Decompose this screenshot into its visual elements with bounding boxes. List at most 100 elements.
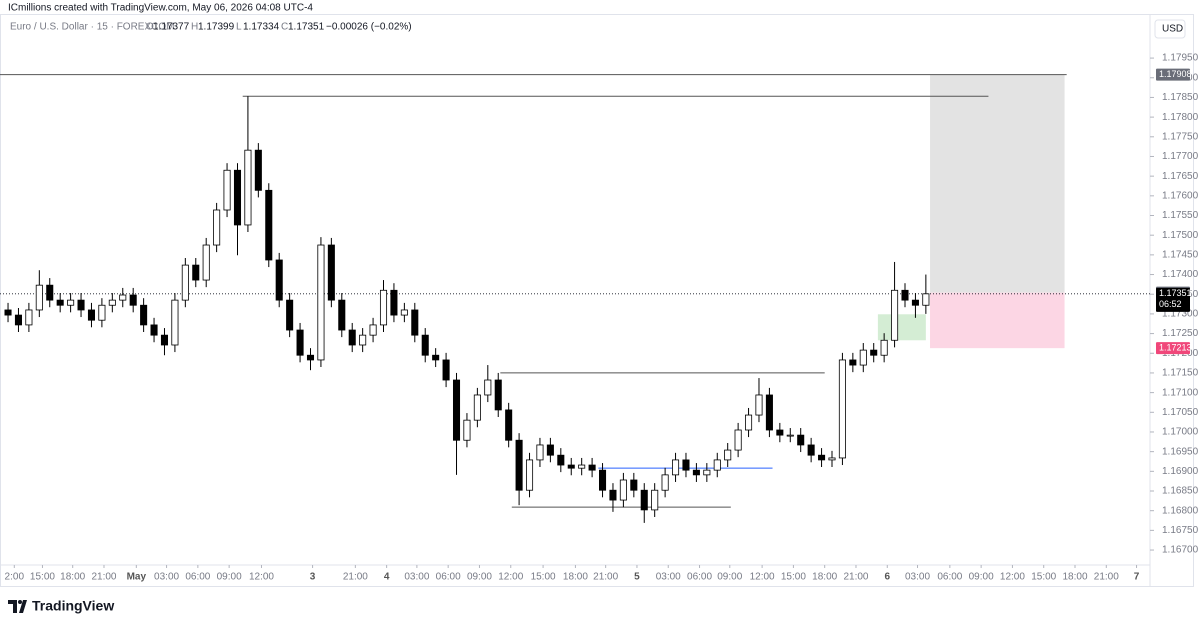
legend-value: 1.17351 bbox=[288, 22, 325, 33]
candle-body bbox=[87, 309, 95, 321]
candle-body bbox=[160, 334, 169, 346]
y-tick-label: 1.17400 bbox=[1162, 269, 1199, 280]
candle-body bbox=[536, 444, 544, 461]
chart-frame bbox=[0, 14, 1194, 587]
loss-zone bbox=[930, 292, 1065, 349]
candle-body bbox=[891, 289, 899, 341]
y-tick-label: 1.16750 bbox=[1162, 525, 1199, 536]
y-tick-label: 1.16900 bbox=[1162, 466, 1199, 477]
candle-body bbox=[223, 169, 231, 211]
candle-body bbox=[369, 324, 377, 336]
x-tick-label: 12:00 bbox=[498, 572, 523, 583]
candle-body bbox=[880, 339, 888, 356]
candle-body bbox=[359, 334, 367, 346]
candle-body bbox=[108, 299, 116, 306]
candle-body bbox=[901, 289, 909, 301]
candle-body bbox=[911, 299, 919, 306]
candle-body bbox=[244, 149, 252, 226]
x-tick-label: May bbox=[127, 572, 147, 583]
x-tick-label: 15:00 bbox=[1031, 572, 1056, 583]
candle-body bbox=[338, 299, 346, 331]
brand: TradingView bbox=[32, 598, 114, 614]
x-tick-label: 15:00 bbox=[531, 572, 556, 583]
header: ICmillions created with TradingView.com,… bbox=[8, 3, 313, 14]
legend-value: 1.17399 bbox=[198, 22, 235, 33]
candle-body bbox=[734, 429, 742, 451]
candle-body bbox=[129, 294, 137, 306]
legend-label: H bbox=[191, 22, 198, 33]
x-tick-label: 21:00 bbox=[343, 572, 368, 583]
candle-body bbox=[286, 299, 294, 331]
x-tick-label: 06:00 bbox=[185, 572, 210, 583]
price-tag-countdown: 06:52 bbox=[1159, 299, 1182, 309]
x-tick-label: 18:00 bbox=[1062, 572, 1087, 583]
x-tick-label: 09:00 bbox=[217, 572, 242, 583]
candle-body bbox=[432, 354, 440, 361]
candle-body bbox=[588, 464, 596, 471]
x-tick-label: 06:00 bbox=[937, 572, 962, 583]
candle-body bbox=[473, 394, 481, 421]
candle-body bbox=[379, 289, 388, 326]
candle-body bbox=[35, 284, 43, 311]
candle-body bbox=[494, 379, 502, 411]
candle-body bbox=[213, 209, 221, 246]
candle-body bbox=[745, 414, 753, 431]
price-tag-label: 1.17908 bbox=[1159, 69, 1192, 79]
candle-body bbox=[296, 329, 304, 356]
x-tick-label: 09:00 bbox=[969, 572, 994, 583]
candle-body bbox=[14, 314, 22, 326]
candle-body bbox=[849, 359, 857, 366]
x-tick-label: 18:00 bbox=[60, 572, 85, 583]
candle-body bbox=[181, 264, 189, 301]
candle-body bbox=[546, 444, 554, 456]
price-tag bbox=[1156, 68, 1190, 81]
currency: USD bbox=[1162, 24, 1183, 35]
demand-zone bbox=[877, 314, 926, 341]
x-tick-label: 03:00 bbox=[656, 572, 681, 583]
y-tick-label: 1.17450 bbox=[1162, 250, 1199, 261]
x-tick-label: 21:00 bbox=[1094, 572, 1119, 583]
candle-body bbox=[56, 299, 64, 306]
candle-body bbox=[870, 349, 878, 356]
y-tick-label: 1.17050 bbox=[1162, 407, 1199, 418]
candle-body bbox=[619, 479, 627, 501]
y-tick-label: 1.17300 bbox=[1162, 309, 1199, 320]
candle-body bbox=[275, 259, 283, 301]
x-tick-label: 03:00 bbox=[905, 572, 930, 583]
y-tick-label: 1.17750 bbox=[1162, 131, 1199, 142]
legend-label: C bbox=[281, 22, 288, 33]
x-tick-label: 18:00 bbox=[563, 572, 588, 583]
y-tick-label: 1.17650 bbox=[1162, 171, 1199, 182]
candle-body bbox=[452, 379, 461, 441]
candle-body bbox=[578, 464, 586, 469]
candle-body bbox=[348, 329, 356, 346]
price-tag-label: 1.17213 bbox=[1159, 343, 1192, 353]
candle-body bbox=[828, 457, 836, 461]
candle-body bbox=[202, 244, 210, 281]
candle-body bbox=[838, 359, 846, 459]
x-tick-label: 7 bbox=[1134, 572, 1140, 583]
y-tick-label: 1.17850 bbox=[1162, 92, 1199, 103]
y-tick-label: 1.17700 bbox=[1162, 151, 1199, 162]
legend-value: 1.17377 bbox=[153, 22, 190, 33]
price-tag bbox=[1156, 342, 1190, 355]
candle-body bbox=[651, 489, 659, 511]
y-tick-label: 1.16850 bbox=[1162, 486, 1199, 497]
candle-body bbox=[797, 434, 805, 446]
candle-body bbox=[661, 474, 669, 491]
x-tick-label: 09:00 bbox=[717, 572, 742, 583]
x-tick-label: 21:00 bbox=[593, 572, 618, 583]
y-tick-label: 1.17950 bbox=[1162, 53, 1199, 64]
candle-body bbox=[150, 324, 158, 336]
legend-label: O bbox=[146, 22, 154, 33]
candle-body bbox=[67, 299, 75, 306]
legend-label: L bbox=[236, 22, 242, 33]
price-tag-label: 1.17351 bbox=[1159, 288, 1192, 298]
x-tick-label: 12:00 bbox=[750, 572, 775, 583]
candle-body bbox=[672, 459, 680, 476]
candle-body bbox=[724, 449, 732, 461]
candle-body bbox=[317, 244, 325, 361]
candle-body bbox=[4, 309, 12, 316]
y-tick-label: 1.17600 bbox=[1162, 190, 1199, 201]
x-tick-label: 3 bbox=[310, 572, 316, 583]
